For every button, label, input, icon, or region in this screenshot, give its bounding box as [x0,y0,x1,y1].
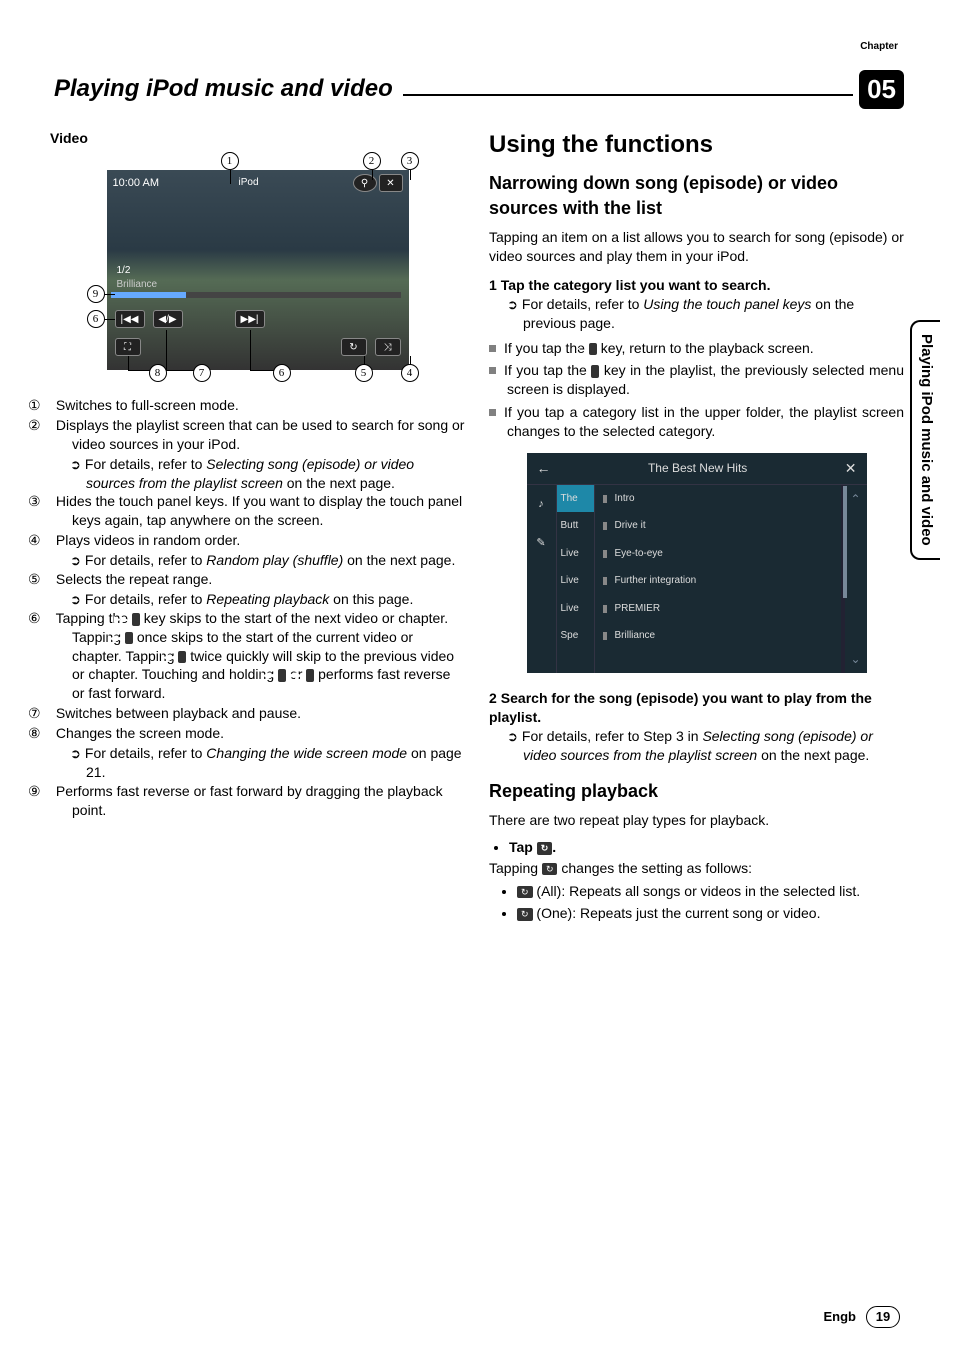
note-icon [603,632,607,640]
playlist-close-icon[interactable]: ✕ [845,459,857,478]
step-2: 2Search for the song (episode) you want … [489,689,904,727]
callout-item: ② Displays the playlist screen that can … [50,416,465,454]
narrowing-intro: Tapping an item on a list allows you to … [489,228,904,266]
category-item[interactable]: Spe [557,622,594,650]
note-icon [603,605,607,613]
callout-item: ① Switches to full-screen mode. [50,396,465,415]
shuffle-button[interactable]: ⤨ [375,338,401,356]
callout-item: ④ Plays videos in random order. [50,531,465,550]
callout-item: ③ Hides the touch panel keys. If you wan… [50,492,465,530]
category-item[interactable]: Live [557,567,594,595]
ref-item: ➲For details, refer to Random play (shuf… [86,551,465,570]
video-time: 10:00 AM [113,176,159,191]
tap-result: Tapping ↻ changes the setting as follows… [489,859,904,878]
chapter-label: Chapter [860,40,898,54]
callout-9: 9 [87,285,105,303]
repeat-button[interactable]: ↻ [341,338,367,356]
track-item[interactable]: Eye-to-eye [595,540,841,568]
playlist-back-icon[interactable]: ← [537,459,551,478]
repeating-heading: Repeating playback [489,779,904,803]
music-tab-icon[interactable]: ♪ [538,497,544,512]
callout-item: ⑧ Changes the screen mode. [50,724,465,743]
step1-bullets: If you tap the ✕ key, return to the play… [489,339,904,441]
callout-1: 1 [221,152,239,170]
note-icon [603,550,607,558]
chapter-number: 05 [859,70,904,109]
note-icon [603,495,607,503]
playlist-screenshot: ← The Best New Hits ✕ ♪ ✎ TheButtLiveLiv… [527,453,867,673]
repeat-option: ↻ (All): Repeats all songs or videos in … [517,882,904,901]
repeating-intro: There are two repeat play types for play… [489,811,904,830]
scroll-up-icon[interactable]: ⌃ [850,491,860,507]
track-list: IntroDrive itEye-to-eyeFurther integrati… [595,485,841,673]
right-column: Using the functions Narrowing down song … [489,129,904,927]
next-button[interactable]: ▶▶| [235,310,265,328]
ref-item: ➲For details, refer to Selecting song (e… [86,455,465,493]
left-column: Video 1 2 3 9 6 8 7 6 5 4 [50,129,465,927]
track-item[interactable]: Further integration [595,567,841,595]
chapter-title: Playing iPod music and video [50,73,397,105]
play-pause-button[interactable]: ◀/▶ [153,310,183,328]
callout-7: 7 [193,364,211,382]
video-count: 1/2 [117,264,131,278]
track-item[interactable]: Intro [595,485,841,513]
prev-button[interactable]: |◀◀ [115,310,145,328]
category-item[interactable]: Butt [557,512,594,540]
repeat-options: ↻ (All): Repeats all songs or videos in … [489,882,904,924]
step2-ref: ➲For details, refer to Step 3 in Selecti… [523,727,904,765]
note-icon [603,577,607,585]
scroll-down-icon[interactable]: ⌄ [850,651,860,667]
ref-item: ➲For details, refer to Repeating playbac… [86,590,465,609]
repeat-key-icon-2: ↻ [542,863,558,876]
callout-2: 2 [363,152,381,170]
track-item[interactable]: Brilliance [595,622,841,650]
track-item[interactable]: Drive it [595,512,841,540]
category-item[interactable]: Live [557,540,594,568]
callout-item: ⑨ Performs fast reverse or fast forward … [50,782,465,820]
playlist-title: The Best New Hits [648,460,747,476]
callout-item: ⑦ Switches between playback and pause. [50,704,465,723]
close-icon[interactable]: ✕ [379,174,403,192]
sidebar-tab: Playing iPod music and video [910,320,940,560]
ref-item: ➲For details, refer to Changing the wide… [86,744,465,782]
callout-4: 4 [401,364,419,382]
category-item[interactable]: The [557,485,594,513]
page-number: 19 [866,1306,900,1328]
video-heading: Video [50,129,465,148]
note-bullet: If you tap the ← key in the playlist, th… [489,361,904,399]
footer-lang: Engb [824,1308,857,1326]
note-bullet: If you tap a category list in the upper … [489,403,904,441]
note-icon [603,522,607,530]
callout-6-bottom: 6 [273,364,291,382]
callout-3: 3 [401,152,419,170]
using-functions-heading: Using the functions [489,129,904,161]
video-tab-icon[interactable]: ✎ [536,536,545,551]
video-callout-list: ① Switches to full-screen mode.② Display… [50,396,465,820]
step-1: 1Tap the category list you want to searc… [489,276,904,295]
video-source: iPod [239,176,259,190]
video-screenshot: 1 2 3 9 6 8 7 6 5 4 10:00 A [93,152,423,382]
note-bullet: If you tap the ✕ key, return to the play… [489,339,904,358]
footer: Engb 19 [824,1306,901,1328]
category-item[interactable]: Live [557,595,594,623]
step1-ref: ➲For details, refer to Using the touch p… [523,295,904,333]
callout-5: 5 [355,364,373,382]
chapter-header-row: Playing iPod music and video 05 [50,70,904,109]
callout-8: 8 [149,364,167,382]
callout-6-left: 6 [87,310,105,328]
repeat-option: ↻ (One): Repeats just the current song o… [517,904,904,923]
tap-step: Tap ↻. [509,838,904,857]
repeat-key-icon: ↻ [537,842,553,855]
screen-mode-button[interactable]: ⛶ [115,338,141,356]
header-rule [403,94,853,96]
progress-bar[interactable] [111,292,401,298]
callout-item: ⑤ Selects the repeat range. [50,570,465,589]
callout-item: ⑥ Tapping the ▶▶| key skips to the start… [50,609,465,703]
track-item[interactable]: PREMIER [595,595,841,623]
category-column: TheButtLiveLiveLiveSpe [557,485,595,673]
video-track: Brilliance [117,278,158,292]
narrowing-heading: Narrowing down song (episode) or video s… [489,171,904,220]
